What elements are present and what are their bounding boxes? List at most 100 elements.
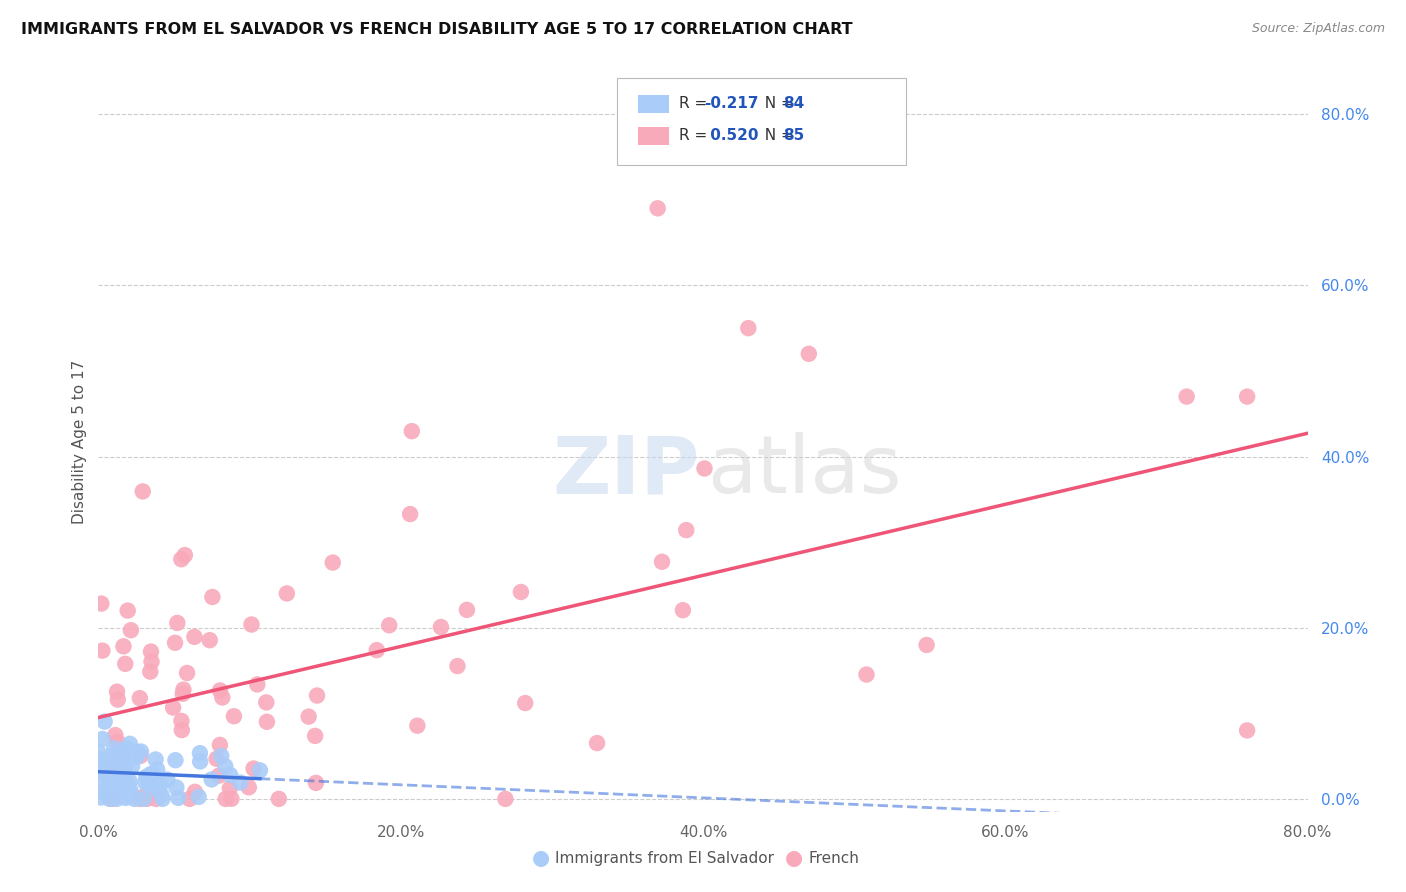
Point — [90, 773, 112, 788]
Point — [322, 556, 344, 570]
Point — [120, 786, 142, 800]
Point — [915, 638, 938, 652]
Point — [406, 719, 429, 733]
Point — [91, 731, 114, 746]
Point — [693, 461, 716, 475]
Point — [165, 753, 187, 767]
Point — [184, 785, 207, 799]
Point — [208, 683, 231, 698]
Point — [156, 772, 179, 787]
Point — [254, 695, 277, 709]
Point — [855, 667, 877, 681]
Text: 85: 85 — [783, 128, 804, 144]
Point — [222, 709, 245, 723]
Text: 0.520: 0.520 — [704, 128, 758, 144]
Point — [219, 768, 242, 782]
Point — [146, 763, 169, 777]
Point — [208, 738, 231, 752]
Point — [94, 753, 117, 767]
Point — [120, 624, 142, 638]
Point — [104, 777, 127, 791]
Point — [149, 778, 172, 792]
Point — [107, 768, 129, 782]
Point — [201, 590, 224, 604]
Point — [737, 321, 759, 335]
Point — [430, 620, 453, 634]
Point — [125, 750, 148, 764]
Point — [114, 657, 136, 671]
Point — [172, 687, 194, 701]
Point — [586, 736, 609, 750]
Point — [105, 684, 128, 698]
Point — [118, 737, 141, 751]
Point — [97, 764, 120, 778]
Point — [110, 756, 132, 771]
Point — [214, 759, 236, 773]
Point — [218, 781, 240, 796]
Point — [105, 775, 128, 789]
Point — [87, 746, 110, 760]
Point — [172, 682, 194, 697]
Point — [298, 709, 321, 723]
Point — [134, 775, 156, 789]
Point — [129, 745, 152, 759]
Point — [112, 775, 135, 789]
Point — [112, 640, 135, 654]
Point — [101, 748, 124, 763]
Point — [114, 754, 136, 768]
Point — [238, 780, 260, 795]
Point — [494, 792, 516, 806]
Point — [205, 752, 228, 766]
Point — [107, 754, 129, 768]
Point — [107, 692, 129, 706]
Text: N =: N = — [755, 96, 799, 112]
Point — [672, 603, 695, 617]
Point — [90, 756, 112, 770]
Point — [198, 633, 221, 648]
Point — [170, 552, 193, 566]
Point — [305, 776, 328, 790]
Point — [114, 790, 136, 805]
Point — [127, 745, 149, 759]
Point — [183, 630, 205, 644]
Point — [114, 760, 136, 774]
Point — [215, 792, 238, 806]
Point — [103, 759, 125, 773]
Point — [104, 728, 127, 742]
Text: French: French — [808, 851, 859, 865]
Point — [267, 792, 290, 806]
Point — [115, 776, 138, 790]
Point — [112, 752, 135, 766]
Point — [132, 484, 155, 499]
Point — [115, 741, 138, 756]
Point — [100, 766, 122, 780]
Text: Immigrants from El Salvador: Immigrants from El Salvador — [555, 851, 775, 865]
Point — [103, 741, 125, 756]
Text: IMMIGRANTS FROM EL SALVADOR VS FRENCH DISABILITY AGE 5 TO 17 CORRELATION CHART: IMMIGRANTS FROM EL SALVADOR VS FRENCH DI… — [21, 22, 852, 37]
Point — [211, 690, 233, 705]
Point — [105, 792, 128, 806]
Point — [304, 729, 326, 743]
Point — [110, 772, 132, 786]
Point — [96, 787, 118, 801]
Point — [378, 618, 401, 632]
Point — [139, 645, 162, 659]
Point — [90, 765, 112, 780]
Point — [118, 774, 141, 789]
Point — [242, 762, 264, 776]
Point — [134, 789, 156, 803]
Point — [150, 788, 173, 802]
Point — [229, 775, 252, 789]
Point — [91, 643, 114, 657]
Point — [1236, 390, 1258, 404]
Point — [103, 772, 125, 786]
Point — [136, 770, 159, 784]
Point — [165, 780, 187, 795]
Point — [117, 743, 139, 757]
Point — [89, 752, 111, 766]
Point — [117, 789, 139, 804]
Point — [145, 792, 167, 806]
Point — [90, 790, 112, 805]
Point — [93, 714, 115, 729]
Y-axis label: Disability Age 5 to 17: Disability Age 5 to 17 — [72, 359, 87, 524]
